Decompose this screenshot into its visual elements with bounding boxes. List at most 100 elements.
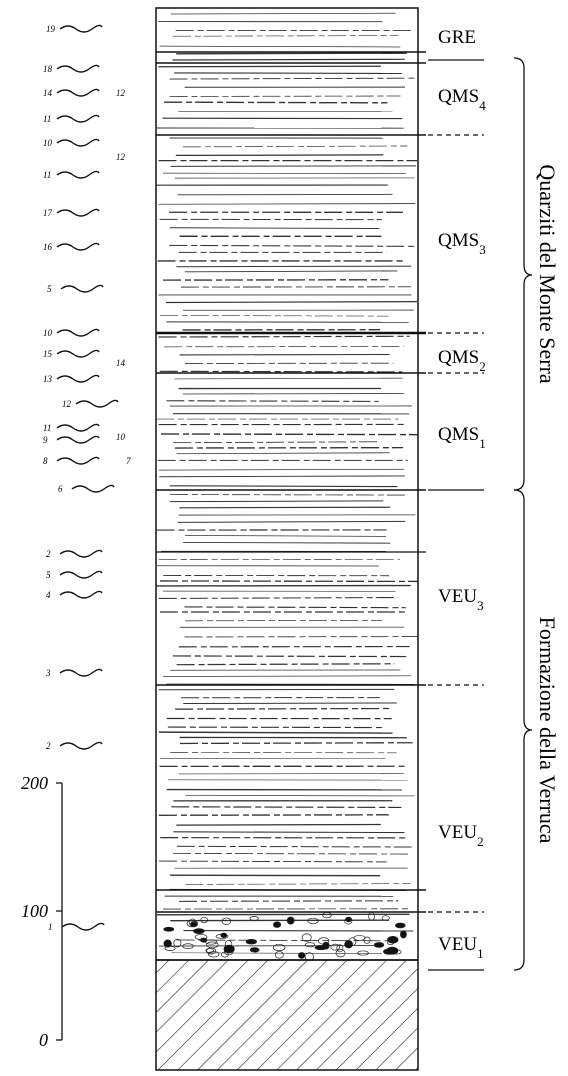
pebble [373, 942, 385, 948]
symbol-number: 5 [46, 570, 51, 580]
pebble [400, 930, 407, 939]
symbol-number: 10 [116, 432, 126, 442]
bedding [183, 702, 397, 704]
unit-subscript: 1 [477, 946, 484, 961]
column-body [155, 7, 419, 961]
pebble [190, 921, 198, 928]
bedding [185, 619, 383, 622]
symbol-number: 12 [62, 399, 72, 409]
bedding [158, 468, 404, 471]
symbol-glyph [56, 170, 100, 179]
bedding [184, 535, 387, 537]
pebble [245, 939, 257, 945]
unit-name: VEU [438, 934, 477, 955]
symbol-glyph [56, 328, 100, 337]
bedding [172, 35, 399, 37]
unit-subscript: 2 [477, 834, 484, 849]
unit-label: VEU3 [438, 586, 484, 613]
pebble [249, 916, 259, 921]
pebble [208, 951, 220, 958]
symbol-number: 15 [43, 349, 53, 359]
pebble [301, 933, 312, 942]
pebble [318, 937, 330, 945]
pebble [205, 948, 214, 953]
symbol-number: 11 [43, 170, 51, 180]
unit-subscript: 2 [479, 359, 486, 374]
bedding [162, 172, 407, 175]
bedding [176, 452, 390, 455]
bedding [169, 244, 415, 247]
symbol-number: 3 [45, 668, 51, 678]
brace [513, 57, 533, 491]
bedding [179, 742, 413, 745]
bedding [175, 707, 392, 710]
bedding [172, 58, 405, 61]
symbol-number: 14 [43, 88, 53, 98]
symbol-number: 12 [116, 152, 126, 162]
bedding [158, 335, 410, 338]
unit-name: QMS [438, 424, 479, 445]
bedding [179, 506, 391, 509]
bedding [159, 370, 403, 373]
symbol-number: 11 [43, 114, 51, 124]
pebble [163, 926, 175, 932]
formation-name: Quarziti del Monte Serra [535, 164, 560, 384]
symbol-number: 8 [43, 456, 48, 466]
bedding [184, 270, 398, 273]
scale-label: 0 [39, 1030, 48, 1050]
symbol-number: 19 [46, 24, 56, 34]
pebble [353, 935, 366, 941]
unit-label: QMS1 [438, 424, 486, 451]
bedding [175, 154, 384, 157]
bedding [163, 675, 412, 677]
pebble [336, 944, 344, 953]
symbol-number: 2 [46, 549, 51, 559]
symbol-number: 1 [48, 922, 53, 932]
bedding [173, 831, 405, 834]
bedding [176, 52, 407, 55]
symbol-glyph [56, 88, 100, 97]
pebble [297, 952, 306, 959]
bedding [174, 72, 402, 75]
pebble [381, 915, 390, 921]
bedding [176, 823, 381, 826]
unit-label: QMS2 [438, 347, 486, 374]
pebble [223, 944, 235, 954]
pebble [363, 936, 371, 944]
symbol-glyph [56, 349, 100, 358]
symbol-number: 7 [126, 456, 131, 466]
unit-label: QMS4 [438, 86, 486, 113]
pebble [220, 932, 228, 938]
bedding [171, 952, 382, 954]
symbol-number: 17 [43, 208, 53, 218]
bedding [169, 494, 408, 496]
pebble [307, 917, 319, 924]
pebble [221, 951, 229, 958]
bedding [159, 475, 405, 478]
labels: GREQMS4QMS3QMS2QMS1VEU3VEU2VEU1Quarziti … [21, 24, 560, 1050]
symbol-glyph [59, 570, 103, 579]
symbol-number: 13 [43, 374, 53, 384]
bedding [182, 393, 405, 395]
symbol-number: 16 [43, 242, 53, 252]
pebble [249, 947, 260, 953]
bedding [185, 794, 415, 797]
bedding [169, 500, 384, 503]
symbol-glyph [56, 208, 100, 217]
bedding [164, 101, 388, 104]
symbol-glyph [56, 456, 100, 465]
basement [155, 959, 419, 1071]
symbol-glyph [56, 138, 100, 147]
symbol-number: 11 [43, 423, 51, 433]
scale-label: 200 [21, 773, 48, 793]
symbol-glyph [61, 922, 105, 931]
symbol-number: 12 [116, 88, 126, 98]
pebble [206, 941, 219, 949]
symbol-glyph [56, 423, 100, 432]
pebble [330, 943, 341, 951]
symbol-number: 2 [46, 741, 51, 751]
unit-name: QMS [438, 230, 479, 251]
pebble [304, 942, 316, 948]
symbol-glyph [56, 64, 100, 73]
